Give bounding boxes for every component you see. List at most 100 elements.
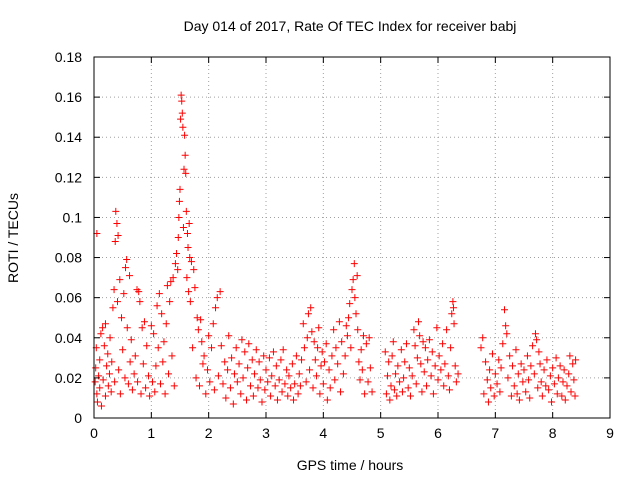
data-point: [346, 300, 354, 308]
data-point: [537, 378, 545, 386]
data-point: [229, 400, 237, 408]
data-point: [104, 382, 112, 390]
data-point: [175, 213, 183, 221]
x-axis-label: GPS time / hours: [297, 457, 404, 473]
data-point: [416, 332, 424, 340]
data-point: [572, 356, 580, 364]
data-point: [169, 274, 177, 282]
data-point: [412, 380, 420, 388]
data-point: [303, 334, 311, 342]
data-point: [299, 320, 307, 328]
data-point: [569, 360, 577, 368]
y-tick-label: 0.06: [55, 290, 82, 306]
data-point: [304, 310, 312, 318]
data-point: [134, 378, 142, 386]
data-point: [335, 318, 343, 326]
data-point: [181, 131, 189, 139]
data-point: [143, 342, 151, 350]
data-point: [330, 326, 338, 334]
data-point: [546, 372, 554, 380]
data-point: [337, 388, 345, 396]
data-point: [406, 392, 414, 400]
data-point: [420, 368, 428, 376]
data-point: [208, 344, 216, 352]
data-point: [204, 366, 212, 374]
data-point: [183, 229, 191, 237]
y-axis-label: ROTI / TECUs: [5, 193, 21, 283]
data-point: [247, 382, 255, 390]
data-point: [239, 374, 247, 382]
data-point: [418, 388, 426, 396]
data-point: [256, 376, 264, 384]
data-point: [174, 234, 182, 241]
data-point: [312, 372, 320, 380]
data-point: [556, 362, 564, 370]
data-point: [401, 358, 409, 366]
data-point: [111, 378, 119, 386]
data-point: [316, 390, 324, 398]
data-point: [512, 346, 520, 354]
data-point: [267, 392, 275, 400]
data-point: [160, 338, 168, 346]
data-point: [171, 260, 179, 268]
data-point: [91, 378, 99, 386]
data-point: [479, 334, 487, 342]
data-point: [319, 380, 327, 388]
data-point: [493, 380, 501, 388]
data-point: [339, 370, 347, 378]
data-point: [454, 370, 462, 378]
data-point: [113, 219, 121, 227]
tick-labels: 0 1 2 3 4 5 6 7 8 9 0 0.02 0.04 0.06 0.08 0.1 0.12 0.14 0.…: [55, 49, 614, 441]
data-point: [153, 302, 161, 310]
data-point: [550, 380, 558, 388]
data-point: [92, 364, 100, 372]
data-point: [365, 334, 373, 342]
data-point: [364, 378, 372, 386]
data-point: [563, 382, 571, 390]
data-point: [124, 380, 132, 388]
data-point: [513, 390, 521, 398]
x-tick-label: 3: [262, 425, 270, 441]
data-point: [525, 376, 533, 384]
data-point: [515, 396, 523, 404]
data-point: [359, 332, 367, 340]
data-point: [356, 376, 364, 384]
data-point: [548, 398, 556, 406]
data-point: [279, 346, 287, 354]
data-point: [109, 304, 117, 312]
data-point: [491, 370, 499, 378]
data-point: [135, 288, 143, 296]
data-point: [427, 372, 435, 380]
data-point: [350, 260, 358, 268]
data-point: [186, 298, 194, 306]
x-tick-label: 9: [606, 425, 614, 441]
data-point: [320, 358, 328, 366]
data-point: [161, 390, 169, 398]
data-point: [341, 352, 349, 360]
data-point: [217, 342, 225, 350]
data-point: [428, 348, 436, 356]
data-point: [241, 348, 249, 356]
data-point: [283, 366, 291, 374]
data-point: [265, 354, 273, 362]
data-point: [245, 340, 253, 348]
data-point: [353, 272, 361, 280]
data-point: [510, 382, 518, 390]
x-tick-label: 5: [377, 425, 385, 441]
data-point: [294, 390, 302, 398]
data-point: [199, 360, 207, 368]
data-point: [107, 388, 115, 396]
data-point: [157, 380, 165, 388]
data-point: [534, 384, 542, 392]
data-point: [144, 372, 152, 380]
data-point: [140, 318, 148, 326]
data-point: [349, 276, 357, 284]
data-point: [224, 366, 232, 374]
data-point: [198, 338, 206, 346]
data-point: [405, 364, 413, 372]
data-point: [195, 382, 203, 390]
data-point: [295, 370, 303, 378]
data-point: [542, 382, 550, 390]
data-point: [354, 326, 362, 334]
